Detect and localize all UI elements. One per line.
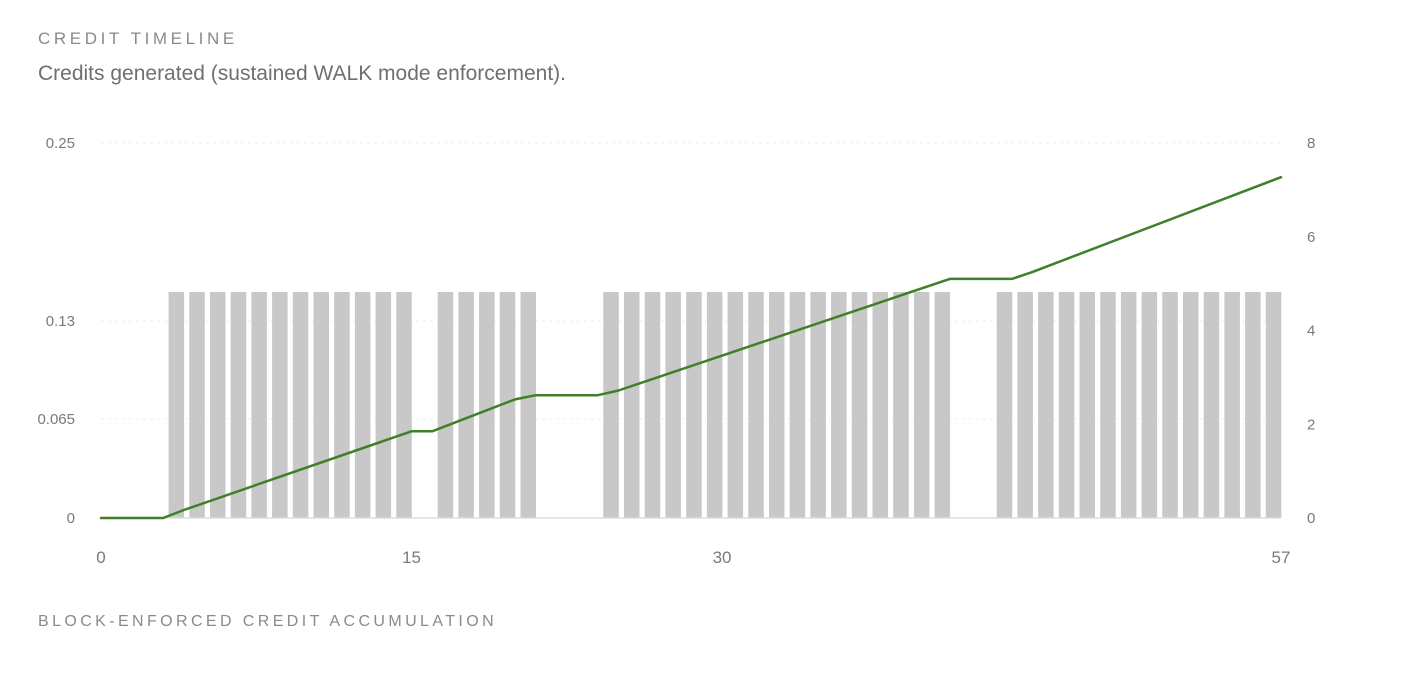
chart-subtitle: Credits generated (sustained WALK mode e…: [38, 62, 566, 85]
block-bar: [831, 292, 847, 518]
block-bar: [996, 292, 1013, 518]
block-bar: [851, 292, 868, 518]
block-bar: [458, 292, 474, 518]
block-bar: [251, 292, 267, 518]
x-axis-tick: 0: [96, 548, 105, 567]
block-bar: [189, 292, 205, 518]
block-bar: [769, 292, 785, 518]
block-bar: [210, 292, 226, 518]
block-bar: [686, 292, 702, 518]
block-bar: [1245, 292, 1261, 518]
block-bar: [1058, 292, 1075, 518]
block-bar: [1183, 292, 1199, 518]
right-axis-tick: 6: [1307, 229, 1315, 246]
block-bar: [1224, 292, 1240, 518]
block-bar: [1203, 292, 1220, 518]
block-bar: [1265, 292, 1282, 518]
block-bar: [313, 292, 329, 518]
block-bar: [1120, 292, 1137, 518]
block-bar: [1100, 292, 1116, 518]
chart-eyebrow: CREDIT TIMELINE: [38, 29, 238, 48]
block-bar: [375, 292, 392, 518]
block-bar: [1038, 292, 1054, 518]
block-bar: [230, 292, 247, 518]
x-axis-tick: 30: [713, 548, 732, 567]
block-bar: [810, 292, 826, 518]
right-axis-tick: 8: [1307, 135, 1315, 152]
block-bar: [1017, 292, 1033, 518]
block-bar: [334, 292, 350, 518]
block-bar: [292, 292, 309, 518]
block-bar: [479, 292, 495, 518]
block-bar: [706, 292, 723, 518]
right-axis-tick: 2: [1307, 416, 1315, 433]
block-bar: [603, 292, 619, 518]
block-bar: [1162, 292, 1178, 518]
left-axis-tick: 0: [67, 510, 75, 527]
credit-timeline-chart: 0 0.065 0.13 0.25 0 2 4 6 8 0 15 30 57: [37, 135, 1315, 567]
block-bar: [1079, 292, 1095, 518]
block-bar: [272, 292, 288, 518]
block-bar: [644, 292, 661, 518]
block-bar: [727, 292, 744, 518]
x-axis-tick: 15: [402, 548, 421, 567]
block-bar: [354, 292, 371, 518]
block-bar: [893, 292, 909, 518]
x-axis-tick: 57: [1272, 548, 1291, 567]
block-bar: [624, 292, 640, 518]
block-bar: [437, 292, 454, 518]
block-bar: [1141, 292, 1158, 518]
left-axis-tick: 0.065: [37, 411, 75, 428]
block-bar: [499, 292, 516, 518]
block-bar: [665, 292, 681, 518]
left-axis-tick: 0.13: [46, 313, 75, 330]
block-bar: [748, 292, 764, 518]
block-bar: [396, 292, 412, 518]
block-bar: [872, 292, 888, 518]
block-bar: [913, 292, 930, 518]
credit-line: [99, 175, 1283, 520]
block-bar: [520, 292, 536, 518]
block-bar: [168, 292, 185, 518]
left-axis-tick: 0.25: [46, 135, 75, 152]
block-bar: [934, 292, 951, 518]
block-bar: [789, 292, 806, 518]
right-axis-tick: 4: [1307, 323, 1315, 340]
right-axis-tick: 0: [1307, 510, 1315, 527]
chart-footer-label: BLOCK-ENFORCED CREDIT ACCUMULATION: [38, 613, 498, 630]
